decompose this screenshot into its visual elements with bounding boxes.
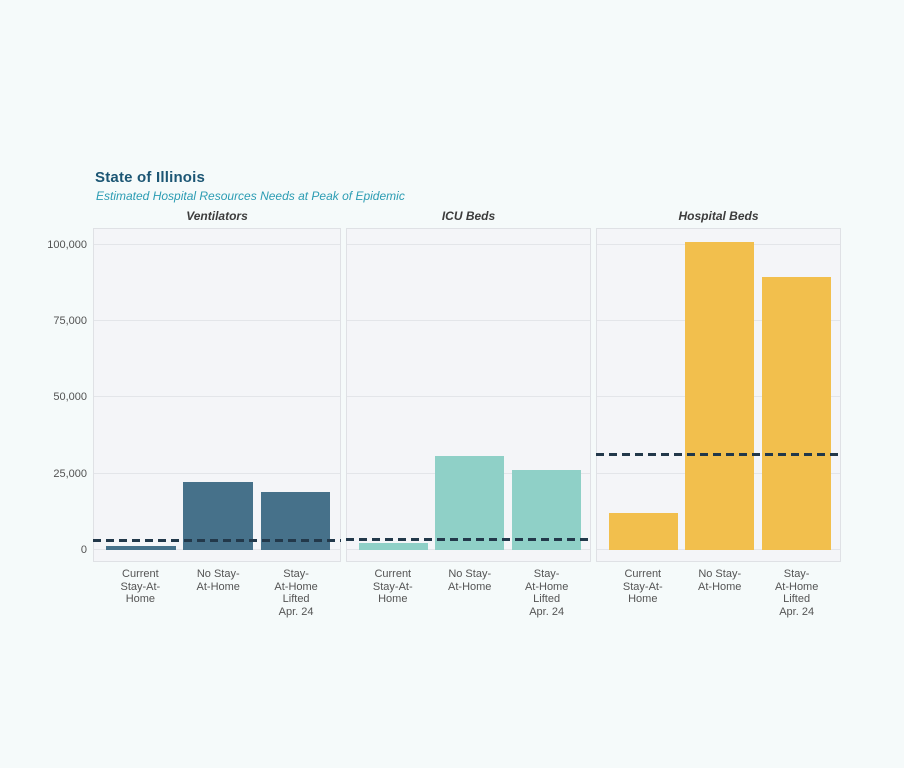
capacity-line-icu-beds xyxy=(346,538,591,542)
capacity-line-ventilators xyxy=(93,538,341,542)
x-axis-tick-label-no-stay-at-home: No Stay- At-Home xyxy=(448,568,492,593)
y-axis-tick-label: 75,000 xyxy=(53,314,87,327)
bar-ventilators-no-stay-at-home[interactable] xyxy=(183,481,254,550)
gridline xyxy=(347,243,590,245)
x-axis-tick-label-no-stay-at-home: No Stay- At-Home xyxy=(196,568,240,593)
y-axis-tick-label: 25,000 xyxy=(53,467,87,480)
bar-ventilators-current-stay-at-home[interactable] xyxy=(106,545,176,550)
x-axis-tick-label-stay-at-home-lifted-apr-24: Stay- At-Home Lifted Apr. 24 xyxy=(524,568,569,618)
gridline xyxy=(94,319,340,321)
x-axis-tick-label-stay-at-home-lifted-apr-24: Stay- At-Home Lifted Apr. 24 xyxy=(774,568,819,618)
gridline xyxy=(94,243,340,245)
panel-title-icu-beds: ICU Beds xyxy=(441,209,496,223)
y-axis-tick-label: 50,000 xyxy=(53,391,87,404)
bar-icu-beds-current-stay-at-home[interactable] xyxy=(358,543,428,550)
panel-title-ventilators: Ventilators xyxy=(186,209,248,223)
capacity-line-hospital-beds xyxy=(596,452,841,456)
panel-title-hospital-beds: Hospital Beds xyxy=(678,209,759,223)
bar-hospital-beds-current-stay-at-home[interactable] xyxy=(608,513,678,550)
x-axis-tick-label-current-stay-at-home: Current Stay-At- Home xyxy=(372,568,413,605)
panel-hospital-beds xyxy=(596,228,841,562)
panel-icu-beds xyxy=(346,228,591,562)
gridline xyxy=(347,319,590,321)
bar-icu-beds-stay-at-home-lifted-apr-24[interactable] xyxy=(511,469,581,550)
panel-ventilators xyxy=(93,228,341,562)
gridline xyxy=(347,396,590,398)
y-axis-tick-label: 100,000 xyxy=(47,238,87,251)
gridline xyxy=(94,396,340,398)
chart-title: State of Illinois xyxy=(95,169,206,186)
gridline xyxy=(94,472,340,474)
x-axis-tick-label-current-stay-at-home: Current Stay-At- Home xyxy=(120,568,161,605)
bar-icu-beds-no-stay-at-home[interactable] xyxy=(435,455,505,550)
x-axis-tick-label-no-stay-at-home: No Stay- At-Home xyxy=(698,568,742,593)
bar-hospital-beds-stay-at-home-lifted-apr-24[interactable] xyxy=(761,277,831,550)
chart-subtitle: Estimated Hospital Resources Needs at Pe… xyxy=(96,189,405,203)
bar-hospital-beds-no-stay-at-home[interactable] xyxy=(685,241,755,550)
x-axis-tick-label-stay-at-home-lifted-apr-24: Stay- At-Home Lifted Apr. 24 xyxy=(274,568,318,618)
x-axis-tick-label-current-stay-at-home: Current Stay-At- Home xyxy=(622,568,663,605)
y-axis-tick-label: 0 xyxy=(80,544,87,556)
